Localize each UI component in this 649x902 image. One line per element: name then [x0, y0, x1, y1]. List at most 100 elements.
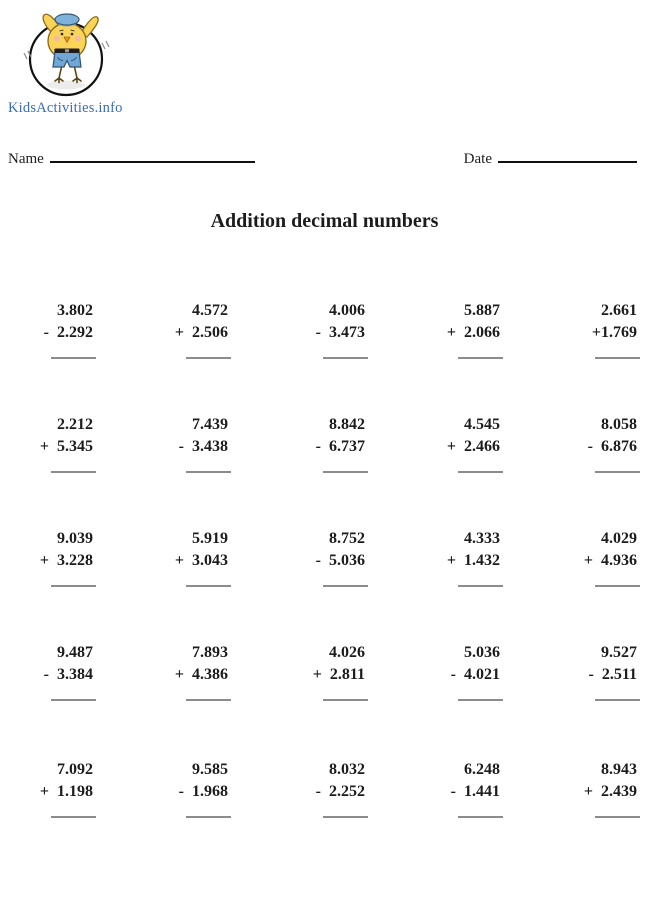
operator-and-second-operand: - 5.036 — [315, 552, 365, 569]
problem-cell: 8.842 - 6.737 — [245, 414, 368, 473]
operator-and-second-operand: - 1.441 — [450, 783, 500, 800]
answer-line — [458, 699, 503, 701]
top-operand: 4.026 — [329, 644, 365, 661]
answer-line — [458, 357, 503, 359]
answer-line — [186, 816, 231, 818]
top-operand: 4.029 — [601, 530, 637, 547]
operator-and-second-operand: + 2.066 — [446, 324, 500, 341]
page-title: Addition decimal numbers — [210, 210, 439, 232]
top-operand: 2.212 — [57, 416, 93, 433]
date-field: Date — [464, 148, 637, 168]
problem-cell: 6.248 - 1.441 — [380, 759, 503, 818]
operator-and-second-operand: + 5.345 — [39, 438, 93, 455]
top-operand: 4.572 — [192, 302, 228, 319]
answer-line — [595, 357, 640, 359]
name-label: Name — [8, 151, 44, 167]
problem-cell: 4.029 + 4.936 — [517, 528, 640, 587]
operator-and-second-operand: - 4.021 — [450, 666, 500, 683]
problem-cell: 7.092 + 1.198 — [0, 759, 96, 818]
operator-and-second-operand: - 6.876 — [587, 438, 637, 455]
problem-cell: 8.058 - 6.876 — [517, 414, 640, 473]
problem-cell: 7.893 + 4.386 — [108, 642, 231, 701]
problem-cell: 4.545 + 2.466 — [380, 414, 503, 473]
operator-and-second-operand: - 2.511 — [588, 666, 637, 683]
answer-line — [458, 585, 503, 587]
answer-line — [51, 699, 96, 701]
operator-and-second-operand: + 3.228 — [39, 552, 93, 569]
answer-line — [51, 585, 96, 587]
top-operand: 8.058 — [601, 416, 637, 433]
operator-and-second-operand: - 2.252 — [315, 783, 365, 800]
problem-cell: 5.887 + 2.066 — [380, 300, 503, 359]
answer-line — [323, 471, 368, 473]
operator-and-second-operand: + 3.043 — [174, 552, 228, 569]
top-operand: 2.661 — [601, 302, 637, 319]
operator-and-second-operand: + 2.439 — [583, 783, 637, 800]
answer-line — [186, 699, 231, 701]
operator-and-second-operand: + 2.811 — [312, 666, 365, 683]
top-operand: 4.545 — [464, 416, 500, 433]
answer-line — [51, 816, 96, 818]
problem-cell: 2.212 + 5.345 — [0, 414, 96, 473]
top-operand: 5.919 — [192, 530, 228, 547]
name-blank-line — [49, 148, 255, 163]
operator-and-second-operand: - 6.737 — [315, 438, 365, 455]
top-operand: 5.036 — [464, 644, 500, 661]
operator-and-second-operand: + 1.198 — [39, 783, 93, 800]
problem-cell: 9.527 - 2.511 — [517, 642, 640, 701]
problem-cell: 3.802 - 2.292 — [0, 300, 96, 359]
answer-line — [595, 471, 640, 473]
problem-cell: 8.752 - 5.036 — [245, 528, 368, 587]
problem-cell: 8.943 + 2.439 — [517, 759, 640, 818]
brand-link[interactable]: KidsActivities.info — [8, 100, 123, 116]
answer-line — [51, 471, 96, 473]
operator-and-second-operand: + 4.936 — [583, 552, 637, 569]
answer-line — [323, 699, 368, 701]
answer-line — [186, 357, 231, 359]
top-operand: 6.248 — [464, 761, 500, 778]
problem-cell: 2.661 +1.769 — [517, 300, 640, 359]
top-operand: 9.039 — [57, 530, 93, 547]
chick-jump-rope-logo — [23, 13, 110, 97]
answer-line — [186, 471, 231, 473]
operator-and-second-operand: - 3.384 — [43, 666, 93, 683]
answer-line — [323, 816, 368, 818]
top-operand: 4.006 — [329, 302, 365, 319]
problem-cell: 5.036 - 4.021 — [380, 642, 503, 701]
top-operand: 5.887 — [464, 302, 500, 319]
top-operand: 4.333 — [464, 530, 500, 547]
answer-line — [458, 816, 503, 818]
date-label: Date — [463, 151, 492, 167]
top-operand: 3.802 — [57, 302, 93, 319]
problem-cell: 4.026 + 2.811 — [245, 642, 368, 701]
top-operand: 7.092 — [57, 761, 93, 778]
operator-and-second-operand: - 3.473 — [315, 324, 365, 341]
answer-line — [323, 357, 368, 359]
answer-line — [458, 471, 503, 473]
top-operand: 8.943 — [601, 761, 637, 778]
problem-cell: 4.333 + 1.432 — [380, 528, 503, 587]
operator-and-second-operand: - 1.968 — [178, 783, 228, 800]
operator-and-second-operand: +1.769 — [591, 324, 637, 341]
top-operand: 8.032 — [329, 761, 365, 778]
operator-and-second-operand: - 2.292 — [43, 324, 93, 341]
top-operand: 7.439 — [192, 416, 228, 433]
top-operand: 8.752 — [329, 530, 365, 547]
operator-and-second-operand: + 2.466 — [446, 438, 500, 455]
answer-line — [51, 357, 96, 359]
top-operand: 8.842 — [329, 416, 365, 433]
answer-line — [595, 816, 640, 818]
problem-cell: 5.919 + 3.043 — [108, 528, 231, 587]
problem-cell: 7.439 - 3.438 — [108, 414, 231, 473]
top-operand: 7.893 — [192, 644, 228, 661]
operator-and-second-operand: + 4.386 — [174, 666, 228, 683]
top-operand: 9.487 — [57, 644, 93, 661]
problem-cell: 4.572 + 2.506 — [108, 300, 231, 359]
top-operand: 9.527 — [601, 644, 637, 661]
answer-line — [595, 585, 640, 587]
date-blank-line — [498, 148, 637, 163]
fields-row: Name Date — [8, 148, 637, 168]
answer-line — [595, 699, 640, 701]
